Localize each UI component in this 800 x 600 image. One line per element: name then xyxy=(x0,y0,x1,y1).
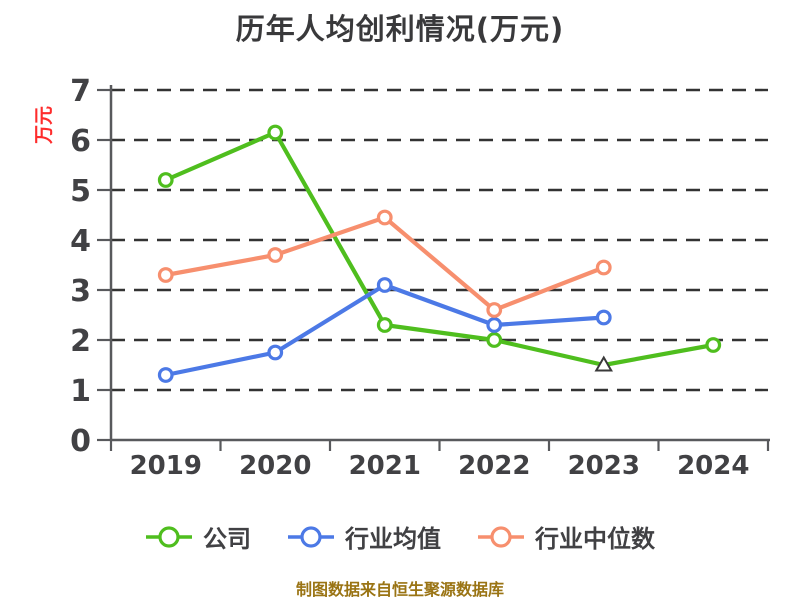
data-point-circle-icon xyxy=(376,317,393,333)
chart-title: 历年人均创利情况(万元) xyxy=(235,12,565,46)
legend-label: 行业均值 xyxy=(345,525,441,553)
series-line-2 xyxy=(163,215,606,313)
footer-source-note: 制图数据来自恒生聚源数据库 xyxy=(295,580,504,599)
legend-marker-icon xyxy=(146,525,192,548)
legend-item-1[interactable]: 行业均值 xyxy=(287,519,441,554)
y-tick-label: 6 xyxy=(70,124,91,159)
x-tick-label: 2022 xyxy=(458,451,530,481)
y-tick-label: 3 xyxy=(70,274,91,309)
y-tick-label: 1 xyxy=(70,374,91,409)
y-tick-label: 4 xyxy=(70,224,91,259)
data-point-circle-icon xyxy=(595,259,612,276)
y-tick-label: 0 xyxy=(70,424,91,459)
legend-marker-icon xyxy=(478,525,524,548)
data-point-circle-icon xyxy=(376,209,393,226)
legend-marker-icon xyxy=(288,525,334,548)
x-tick-label: 2021 xyxy=(349,451,421,481)
data-point-circle-icon xyxy=(157,367,174,383)
x-tick-label: 2024 xyxy=(677,451,749,481)
legend-label: 公司 xyxy=(203,525,251,553)
y-tick-label: 7 xyxy=(70,74,91,109)
x-tick-label: 2019 xyxy=(130,451,202,481)
legend-item-0[interactable]: 公司 xyxy=(145,519,251,554)
x-tick-label: 2020 xyxy=(239,451,311,481)
data-point-circle-icon xyxy=(486,332,503,348)
data-point-circle-icon xyxy=(267,124,284,141)
legend-label: 行业中位数 xyxy=(535,525,655,553)
data-point-circle-icon xyxy=(595,309,612,326)
legend-item-2[interactable]: 行业中位数 xyxy=(477,519,655,554)
y-tick-label: 5 xyxy=(70,174,91,209)
y-tick-label: 2 xyxy=(70,324,91,359)
data-point-triangle-icon xyxy=(594,355,613,372)
data-point-circle-icon xyxy=(486,317,503,333)
data-point-circle-icon xyxy=(267,344,284,361)
legend: 公司 行业均值 行业中位数 xyxy=(0,519,800,554)
data-point-circle-icon xyxy=(157,267,174,283)
x-tick-label: 2023 xyxy=(568,451,640,481)
data-point-circle-icon xyxy=(705,337,722,353)
data-point-circle-icon xyxy=(267,247,284,263)
data-point-circle-icon xyxy=(376,277,393,293)
data-point-circle-icon xyxy=(157,172,174,188)
data-point-circle-icon xyxy=(486,302,503,318)
series-line-0 xyxy=(163,130,716,368)
